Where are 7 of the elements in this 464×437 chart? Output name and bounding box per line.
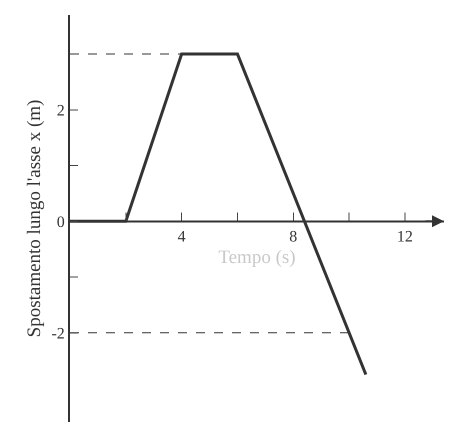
x-tick-label: 8 [289, 228, 298, 246]
y-tick-label: 0 [56, 214, 65, 231]
y-axis-title: Spostamento lungo l'asse x (m) [24, 100, 45, 338]
x-tick-label: 4 [178, 228, 186, 246]
y-tick-label: 2 [56, 102, 65, 120]
y-tick-label: -2 [51, 325, 65, 342]
x-tick-label: 12 [396, 228, 413, 246]
